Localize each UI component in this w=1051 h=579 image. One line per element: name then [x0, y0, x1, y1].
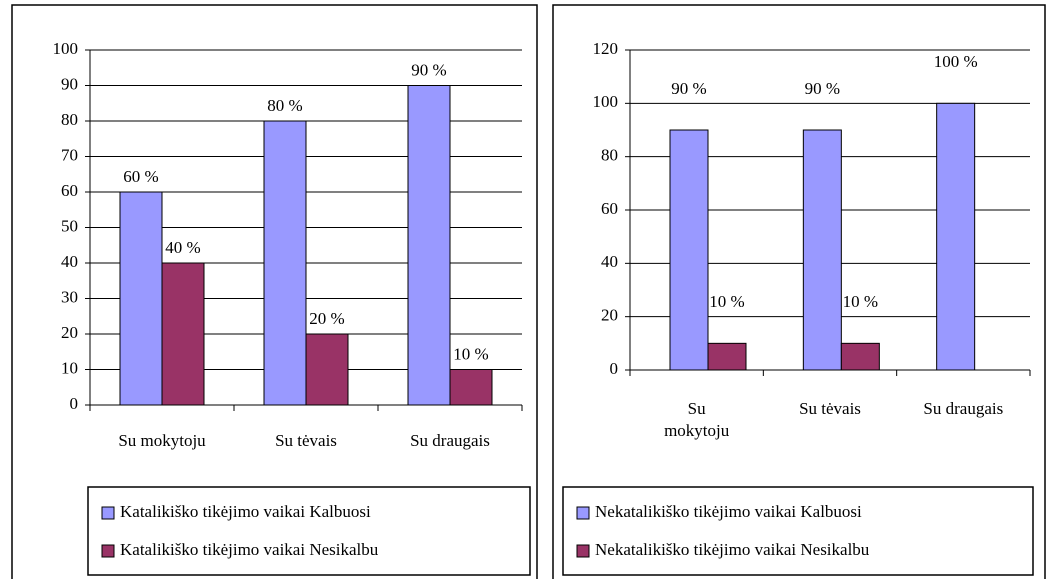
legend-swatch	[576, 544, 590, 558]
y-tick-label: 0	[610, 359, 619, 378]
value-label: 10 %	[843, 292, 878, 311]
x-tick-label: Su mokytoju	[664, 399, 730, 440]
bar	[161, 262, 205, 406]
y-tick-label: 100	[593, 92, 619, 111]
y-tick-label: 80	[61, 110, 78, 129]
y-tick-label: 40	[601, 252, 618, 271]
x-tick-label: Su tėvais	[799, 399, 861, 418]
bar	[407, 85, 451, 406]
chart-border	[11, 4, 538, 579]
legend-box	[87, 486, 531, 576]
chart-border	[552, 4, 1046, 579]
y-tick-label: 100	[53, 39, 79, 58]
legend-label: Nekatalikiško tikėjimo vaikai Nesikalbu	[595, 540, 870, 559]
bar	[840, 342, 880, 371]
value-label: 60 %	[123, 167, 158, 186]
value-label: 40 %	[165, 238, 200, 257]
legend-swatch	[101, 506, 115, 520]
x-tick-label: Su draugais	[923, 399, 1004, 418]
y-tick-label: 60	[601, 199, 618, 218]
y-tick-label: 20	[61, 323, 78, 342]
legend-label: Katalikiško tikėjimo vaikai Nesikalbu	[120, 540, 379, 559]
value-label: 10 %	[709, 292, 744, 311]
bar	[119, 191, 163, 406]
x-tick-label: Su mokytoju	[118, 431, 206, 450]
y-tick-label: 40	[61, 252, 78, 271]
y-tick-label: 30	[61, 287, 78, 306]
value-label: 100 %	[934, 52, 978, 71]
value-label: 90 %	[411, 60, 446, 79]
x-tick-label: Su tėvais	[275, 431, 337, 450]
x-tick-label: Su draugais	[410, 431, 490, 450]
y-tick-label: 20	[601, 306, 618, 325]
legend-label: Katalikiško tikėjimo vaikai Kalbuosi	[120, 502, 371, 521]
y-tick-label: 90	[61, 74, 78, 93]
value-label: 10 %	[453, 344, 488, 363]
value-label: 80 %	[267, 96, 302, 115]
legend-label: Nekatalikiško tikėjimo vaikai Kalbuosi	[595, 502, 862, 521]
value-label: 20 %	[309, 309, 344, 328]
bar	[305, 333, 349, 406]
bar	[449, 369, 493, 406]
y-tick-label: 10	[61, 358, 78, 377]
legend-box	[562, 486, 1034, 576]
y-tick-label: 0	[70, 394, 79, 413]
bar	[707, 342, 747, 371]
y-tick-label: 120	[593, 39, 619, 58]
value-label: 90 %	[805, 79, 840, 98]
bar	[669, 129, 709, 371]
y-tick-label: 70	[61, 145, 78, 164]
y-tick-label: 50	[61, 216, 78, 235]
y-tick-label: 80	[601, 146, 618, 165]
legend-swatch	[101, 544, 115, 558]
bar	[802, 129, 842, 371]
bar	[263, 120, 307, 406]
y-tick-label: 60	[61, 181, 78, 200]
bar	[936, 102, 976, 371]
value-label: 90 %	[671, 79, 706, 98]
legend-swatch	[576, 506, 590, 520]
